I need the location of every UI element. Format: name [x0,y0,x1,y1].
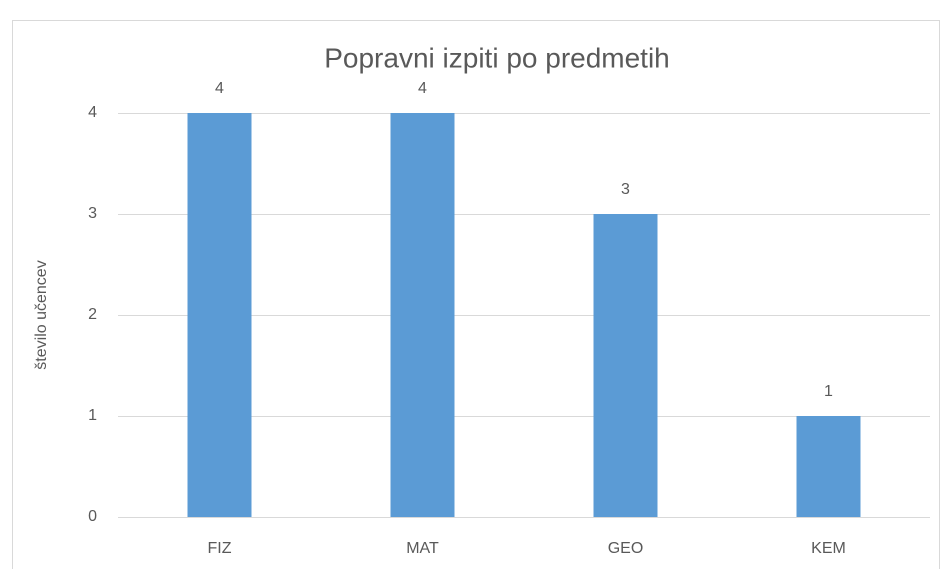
x-tick-label: FIZ [208,540,232,557]
bar [390,113,455,517]
chart-frame [12,20,940,569]
data-label: 1 [824,383,833,400]
data-label: 4 [215,80,224,97]
y-tick-label: 1 [88,407,97,424]
data-label: 4 [418,80,427,97]
y-tick-label: 3 [88,205,97,222]
data-label: 3 [621,181,630,198]
y-tick-label: 2 [88,306,97,323]
chart-title: Popravni izpiti po predmetih [324,42,670,73]
x-tick-label: GEO [608,540,644,557]
y-axis-label: število učencev [33,260,50,369]
bar [796,416,861,517]
x-tick-label: KEM [811,540,846,557]
y-tick-label: 0 [88,508,97,525]
bar [187,113,252,517]
x-tick-label: MAT [406,540,439,557]
bar [593,214,658,517]
y-tick-label: 4 [88,104,97,121]
